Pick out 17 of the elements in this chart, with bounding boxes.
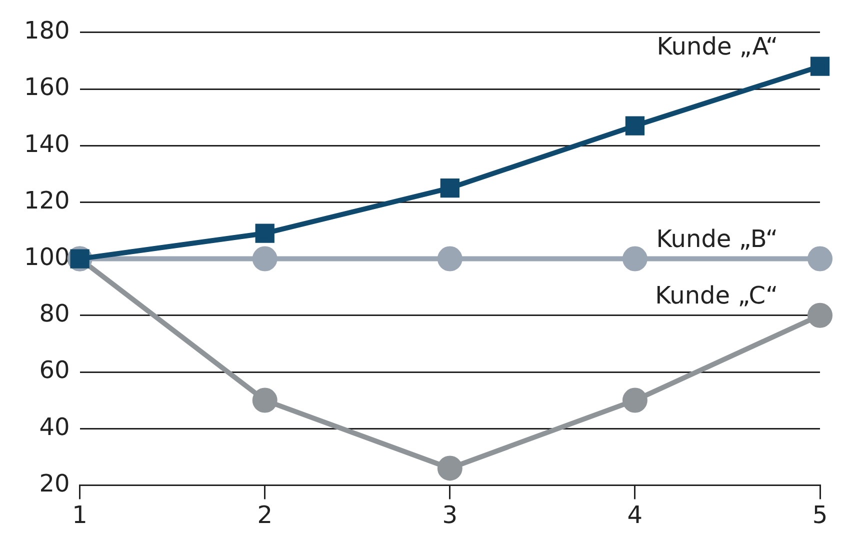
series-label: Kunde „A“ xyxy=(656,32,778,61)
y-tick-label: 80 xyxy=(39,300,70,328)
y-tick-label: 100 xyxy=(24,243,70,272)
x-tick-label: 4 xyxy=(627,500,643,529)
x-tick-label: 5 xyxy=(812,500,828,529)
y-tick-label: 60 xyxy=(39,356,70,384)
x-tick-label: 2 xyxy=(257,500,272,529)
x-tick-label: 1 xyxy=(72,500,88,529)
series-label: Kunde „C“ xyxy=(655,282,778,310)
y-tick-label: 40 xyxy=(39,412,70,441)
y-tick-label: 180 xyxy=(24,16,70,45)
y-tick-label: 20 xyxy=(39,469,70,498)
y-tick-label: 120 xyxy=(24,186,70,214)
x-tick-label: 3 xyxy=(442,500,458,529)
y-tick-label: 140 xyxy=(24,130,70,158)
series-label: Kunde „B“ xyxy=(656,225,778,254)
y-tick-label: 160 xyxy=(24,73,70,102)
